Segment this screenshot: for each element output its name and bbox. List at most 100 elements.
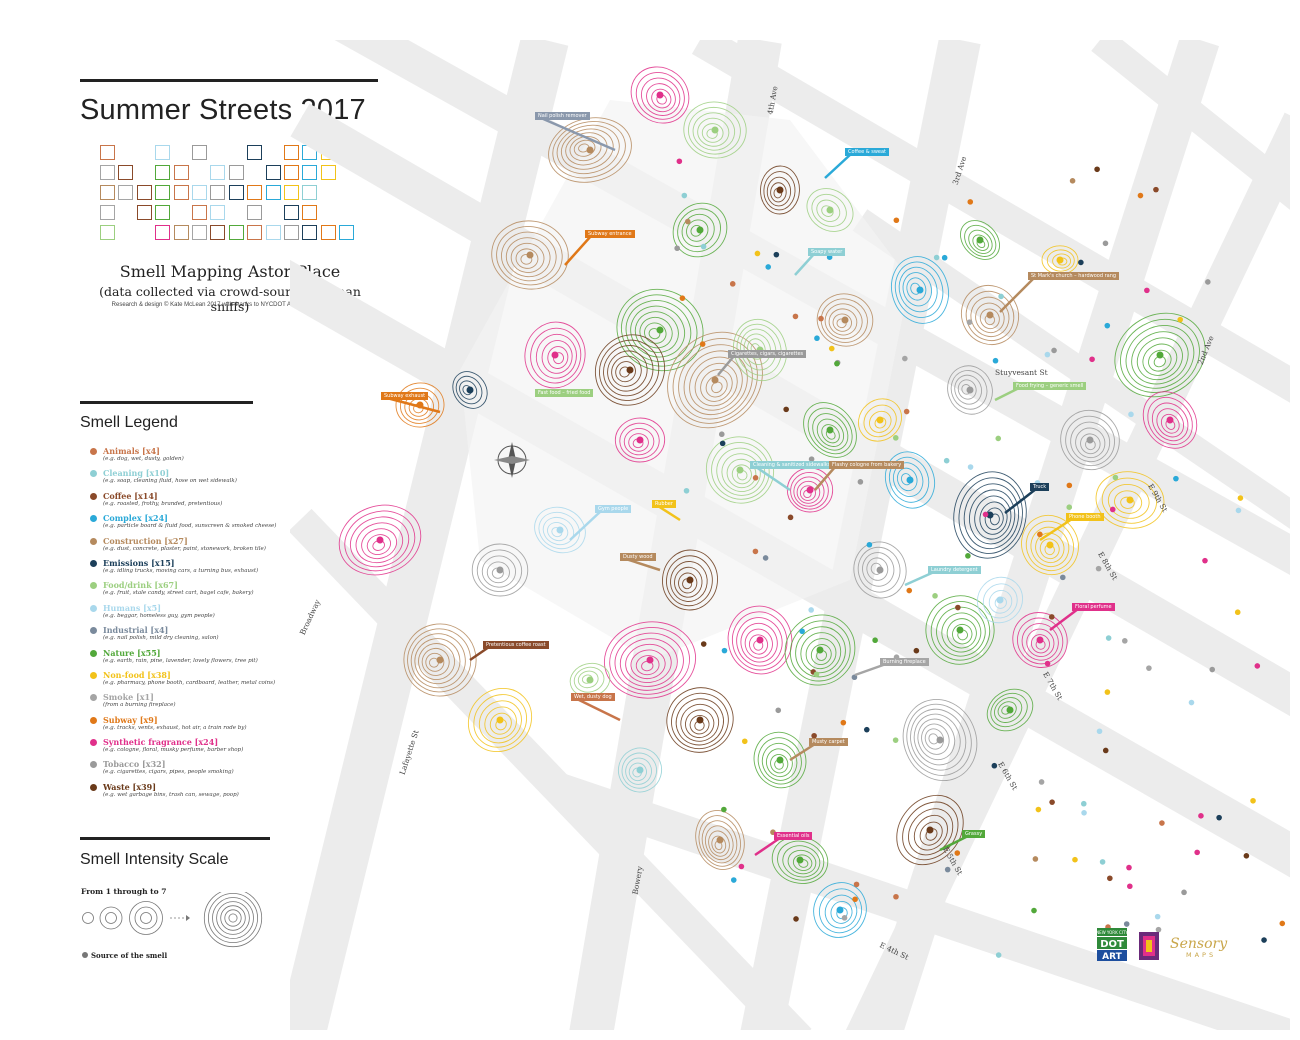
legend-item: Industrial [x4] (e.g. nail polish, mild d… xyxy=(90,625,280,647)
annotation-pointer xyxy=(994,386,1020,402)
smell-contour xyxy=(972,234,989,251)
smell-contour xyxy=(1101,477,1157,524)
smell-contour xyxy=(640,77,681,116)
smell-contour-cluster xyxy=(976,576,1024,624)
scale-ring xyxy=(212,897,254,939)
smell-contour-cluster xyxy=(614,417,666,463)
legend-item-desc: (e.g. fruit, stale candy, street cart, b… xyxy=(103,590,254,597)
smell-source-dot xyxy=(636,766,644,774)
legend-item-desc: (from a burning fireplace) xyxy=(103,702,176,709)
smell-source-dot xyxy=(1078,259,1084,266)
smell-contour xyxy=(611,355,642,387)
smell-contour xyxy=(484,706,517,740)
smell-contour xyxy=(795,626,846,678)
smell-contour xyxy=(619,638,678,687)
smell-annotation: Rubber xyxy=(652,500,676,508)
smell-source-dot xyxy=(818,315,824,322)
smell-contour xyxy=(1142,343,1178,376)
key-swatch xyxy=(100,225,115,240)
smell-contour xyxy=(731,611,788,671)
key-swatch xyxy=(155,165,171,180)
smell-contour-cluster xyxy=(813,882,867,938)
street-band xyxy=(1091,40,1290,210)
smell-contour xyxy=(685,709,715,739)
smell-source-dot xyxy=(813,671,820,678)
smell-source-dot xyxy=(696,226,704,234)
smell-contour xyxy=(455,375,483,405)
smell-annotation: Nail polish remover xyxy=(535,112,590,120)
smell-map xyxy=(290,40,1290,1030)
smell-source-dot xyxy=(1250,797,1256,804)
legend-item-name: Complex [x24] xyxy=(103,513,168,524)
legend-item: Tobacco [x32] (e.g. cigarettes, cigars, p… xyxy=(90,759,280,781)
smell-source-dot xyxy=(1109,506,1116,513)
source-dot-icon xyxy=(82,952,88,958)
smell-source-dot xyxy=(721,806,727,813)
smell-contour xyxy=(666,687,734,753)
smell-annotation: Coffee & sweat xyxy=(845,148,890,156)
key-swatch xyxy=(247,225,263,240)
smell-source-dot xyxy=(683,487,690,494)
scale-ring xyxy=(82,912,94,924)
key-swatch xyxy=(118,165,134,180)
key-swatch xyxy=(265,225,281,240)
smell-contour xyxy=(1125,325,1195,389)
key-swatch xyxy=(173,165,189,180)
smell-contour xyxy=(816,293,874,347)
smell-contour xyxy=(467,687,533,753)
smell-contour-cluster xyxy=(902,698,978,782)
smell-contour xyxy=(1080,433,1101,455)
smell-source-dot xyxy=(376,536,384,544)
smell-contour xyxy=(530,327,582,384)
smell-contour xyxy=(534,506,586,554)
smell-source-dot xyxy=(906,587,913,594)
key-swatch xyxy=(247,185,263,200)
smell-source-dot xyxy=(1044,351,1051,358)
smell-source-dot xyxy=(526,251,534,259)
smell-contour-cluster xyxy=(1114,312,1206,398)
smell-contour xyxy=(777,840,825,881)
smell-source-dot xyxy=(906,476,914,484)
smell-contour xyxy=(1142,391,1198,449)
smell-contour xyxy=(648,328,661,340)
smell-contour xyxy=(828,308,858,336)
smell-contour xyxy=(1075,427,1106,459)
smell-source-dot xyxy=(1102,747,1109,754)
smell-contour xyxy=(686,219,709,242)
legend-item-desc: (e.g. pharmacy, phone booth, cardboard, … xyxy=(103,679,276,686)
key-swatch xyxy=(320,165,336,180)
smell-annotation: Cleaning & sanitized sidewalks xyxy=(750,461,834,469)
legend-item-name: Tobacco [x32] xyxy=(103,759,166,770)
smell-contour-cluster xyxy=(667,331,763,429)
smell-source-dot xyxy=(1036,636,1044,644)
legend-item: Cleaning [x10] (e.g. soap, cleaning fluid… xyxy=(90,468,280,490)
smell-source-dot xyxy=(626,366,634,374)
smell-contour xyxy=(547,346,569,369)
smell-contour xyxy=(515,248,539,269)
legend-dot-icon xyxy=(90,448,97,455)
smell-contour xyxy=(953,471,1027,559)
annotation-pointer xyxy=(576,697,621,722)
smell-contour xyxy=(954,374,983,405)
smell-contour xyxy=(986,688,1034,732)
smell-source-dot xyxy=(1089,356,1095,363)
smell-contour xyxy=(599,339,660,401)
smell-source-dot xyxy=(762,555,769,561)
legend-item-desc: (e.g. tracks, vents, exhaust, hot air, a… xyxy=(103,724,247,731)
smell-contour xyxy=(1095,471,1165,529)
legend-item: Waste [x39] (e.g. wet garbage bins, trash… xyxy=(90,782,280,804)
scale-ring xyxy=(203,892,263,948)
smell-contour xyxy=(1016,617,1064,665)
smell-source-dot xyxy=(902,355,908,362)
smell-source-dot xyxy=(826,426,834,434)
smell-source-dot xyxy=(1049,799,1055,805)
smell-source-dot xyxy=(1216,814,1222,821)
smell-contour xyxy=(1148,349,1172,372)
smell-contour xyxy=(799,485,816,501)
legend-item: Smoke [x1] (from a burning fireplace) xyxy=(90,692,280,714)
smell-contour xyxy=(615,361,636,383)
smell-source-dot xyxy=(811,732,817,739)
smell-contour xyxy=(979,501,1008,535)
annotation-pointer xyxy=(1004,488,1037,514)
smell-contour xyxy=(862,552,895,587)
